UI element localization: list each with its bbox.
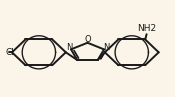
Text: NH2: NH2 bbox=[137, 23, 156, 32]
Text: N: N bbox=[103, 43, 109, 52]
Text: Cl: Cl bbox=[5, 48, 14, 57]
Text: O: O bbox=[84, 35, 91, 44]
Text: N: N bbox=[66, 43, 72, 52]
